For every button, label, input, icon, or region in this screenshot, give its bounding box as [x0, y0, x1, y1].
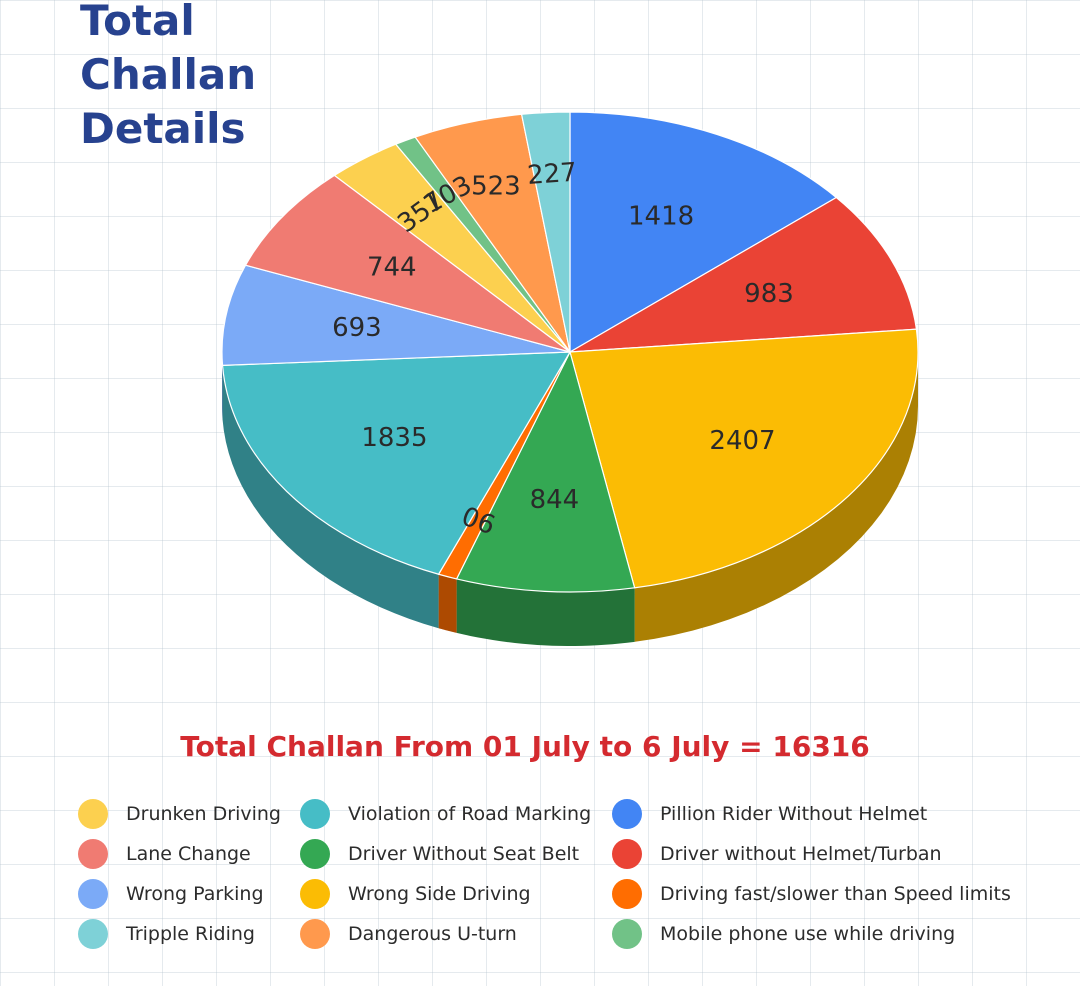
legend-item-pillion-rider-without-helmet: Pillion Rider Without Helmet: [612, 798, 927, 830]
pie-label-tripple-riding: 227: [526, 158, 578, 191]
legend-swatch: [612, 839, 642, 869]
pie-label-violation-of-road-marking: 1835: [361, 423, 427, 453]
pie-slice-tripple-riding: [520, 111, 571, 353]
pie-label-wrong-parking: 693: [332, 313, 382, 343]
chart-title: Total Challan Details: [80, 0, 257, 153]
pie-slice-driver-without-seat-belt: [455, 350, 636, 593]
legend-label: Drunken Driving: [126, 803, 281, 825]
legend-swatch: [300, 839, 330, 869]
legend-item-wrong-side-driving: Wrong Side Driving: [300, 878, 531, 910]
legend-label: Driver without Helmet/Turban: [660, 843, 942, 865]
pie-side-driving-fast-slower-than-speed-limits: [438, 574, 457, 633]
pie-label-driver-without-helmet-turban: 983: [744, 279, 794, 309]
legend-swatch: [612, 919, 642, 949]
legend-item-tripple-riding: Tripple Riding: [78, 918, 255, 950]
legend-label: Driver Without Seat Belt: [348, 843, 580, 865]
pie-slice-wrong-side-driving: [569, 328, 919, 589]
pie-label-lane-change: 744: [367, 253, 417, 283]
legend-swatch: [300, 799, 330, 829]
legend-item-violation-of-road-marking: Violation of Road Marking: [300, 798, 591, 830]
legend-item-dangerous-u-turn: Dangerous U-turn: [300, 918, 517, 950]
pie-label-wrong-side-driving: 2407: [709, 426, 775, 456]
pie-slice-driver-without-helmet-turban: [569, 196, 918, 353]
pie-label-pillion-rider-without-helmet: 1418: [628, 202, 694, 232]
legend-swatch: [300, 879, 330, 909]
pie-slice-wrong-parking: [221, 264, 571, 367]
legend-item-driver-without-helmet-turban: Driver without Helmet/Turban: [612, 838, 942, 870]
pie-slice-violation-of-road-marking: [221, 351, 572, 575]
legend-label: Wrong Parking: [126, 883, 264, 905]
legend-swatch: [78, 839, 108, 869]
legend-swatch: [78, 919, 108, 949]
legend-item-driver-without-seat-belt: Driver Without Seat Belt: [300, 838, 579, 870]
pie-label-dangerous-u-turn: 523: [471, 171, 521, 201]
pie-slice-pillion-rider-without-helmet: [569, 111, 838, 354]
pie-side-walls: [222, 352, 918, 646]
legend-label: Tripple Riding: [126, 923, 255, 945]
legend-item-lane-change: Lane Change: [78, 838, 251, 870]
pie-slice-lane-change: [244, 174, 571, 353]
legend-item-mobile-phone-use-while-driving: Mobile phone use while driving: [612, 918, 955, 950]
pie-slices: [221, 111, 919, 593]
legend-label: Lane Change: [126, 843, 251, 865]
chart-legend: Drunken Driving Lane Change Wrong Parking T…: [78, 798, 1068, 968]
legend-swatch: [78, 879, 108, 909]
pie-label-driver-without-seat-belt: 844: [530, 485, 580, 515]
pie-side-violation-of-road-marking: [222, 365, 439, 629]
legend-label: Pillion Rider Without Helmet: [660, 803, 928, 825]
pie-side-wrong-side-driving: [634, 352, 918, 642]
legend-item-wrong-parking: Wrong Parking: [78, 878, 264, 910]
legend-label: Violation of Road Marking: [348, 803, 592, 825]
legend-label: Mobile phone use while driving: [660, 923, 956, 945]
legend-item-driving-fast-slower-than-speed-limits: Driving fast/slower than Speed limits: [612, 878, 1011, 910]
legend-label: Driving fast/slower than Speed limits: [660, 883, 1011, 905]
legend-swatch: [78, 799, 108, 829]
total-challan-text: Total Challan From 01 July to 6 July = 1…: [180, 730, 870, 763]
pie-side-driver-without-seat-belt: [456, 578, 635, 646]
legend-swatch: [612, 879, 642, 909]
legend-label: Dangerous U-turn: [348, 923, 517, 945]
legend-swatch: [612, 799, 642, 829]
legend-swatch: [300, 919, 330, 949]
legend-item-drunken-driving: Drunken Driving: [78, 798, 281, 830]
legend-label: Wrong Side Driving: [348, 883, 531, 905]
